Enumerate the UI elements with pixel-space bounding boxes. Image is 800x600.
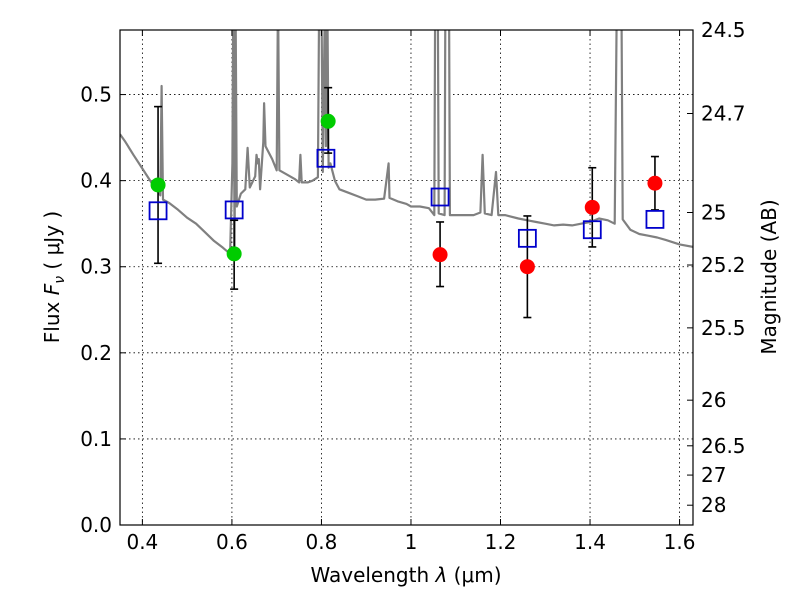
- mag-tick-label: 26: [701, 388, 726, 412]
- model-square-point: [430, 187, 450, 207]
- mag-tick-label: 25: [701, 201, 726, 225]
- model-square-point: [316, 148, 336, 168]
- mag-tick-label: 25.2: [701, 253, 746, 277]
- data-points: [148, 113, 665, 275]
- x-tick-label: 0.4: [126, 530, 158, 554]
- mag-tick-label: 25.5: [701, 316, 746, 340]
- y-tick-label: 0.4: [80, 169, 112, 193]
- model-square-point: [645, 209, 665, 229]
- grid: [120, 30, 693, 526]
- x-tick-label: 0.6: [216, 530, 248, 554]
- green-point: [150, 177, 166, 193]
- y-tick-label: 0.2: [80, 341, 112, 365]
- y2-axis-label: Magnitude (AB): [757, 199, 781, 354]
- y-tick-label: 0.0: [80, 513, 112, 537]
- mag-tick-label: 27: [701, 463, 726, 487]
- mag-tick-label: 24.7: [701, 102, 746, 126]
- error-bars: [154, 86, 659, 319]
- plot-frame: [119, 29, 694, 526]
- spectrum-line: [120, 30, 693, 255]
- model-square-point: [148, 201, 168, 221]
- model-square-point: [517, 228, 537, 248]
- mag-tick-label: 28: [701, 493, 726, 517]
- y-tick-label: 0.1: [80, 427, 112, 451]
- x-tick-label: 1.6: [664, 530, 696, 554]
- green-point: [320, 113, 336, 129]
- red-point: [647, 175, 663, 191]
- x-tick-label: 1.2: [485, 530, 517, 554]
- x-tick-label: 1.4: [574, 530, 606, 554]
- y-axis-label: Flux Fν ( μJy ): [40, 211, 68, 343]
- axis-ticks: 0.4 0.6 0.8 1 1.2 1.4 1.6 0.0 0.1 0.2 0.3 0.4 0.5 24.…: [80, 18, 745, 554]
- x-axis-label: Wavelength λ (μm): [310, 563, 501, 587]
- model-spectrum: [120, 30, 693, 255]
- y-tick-label: 0.3: [80, 255, 112, 279]
- x-tick-label: 1: [405, 530, 418, 554]
- red-point: [584, 199, 600, 215]
- red-point: [519, 259, 535, 275]
- x-tick-label: 0.8: [306, 530, 338, 554]
- model-square-point: [224, 200, 244, 220]
- red-point: [432, 247, 448, 263]
- mag-tick-label: 24.5: [701, 18, 746, 42]
- model-square-point: [582, 220, 602, 240]
- mag-tick-label: 26.5: [701, 434, 746, 458]
- y-tick-label: 0.5: [80, 83, 112, 107]
- green-point: [226, 246, 242, 262]
